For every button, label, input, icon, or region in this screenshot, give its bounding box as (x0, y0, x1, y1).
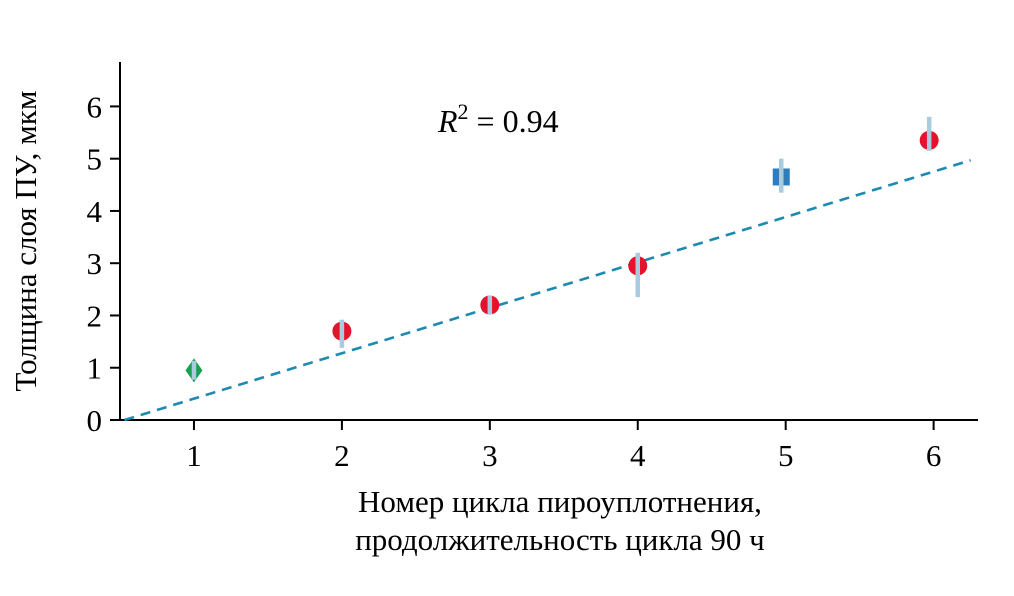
y-axis-label: Толщина слоя ПУ, мкм (8, 91, 43, 392)
y-tick-label: 6 (87, 89, 103, 124)
x-tick-label: 2 (334, 438, 350, 473)
r-squared-value: = 0.94 (469, 103, 559, 139)
y-tick-label: 0 (87, 403, 103, 438)
chart-plot-area: 0 1 2 3 4 5 6 1 2 3 4 5 6 (87, 62, 978, 473)
x-tick-label: 5 (778, 438, 794, 473)
x-tick-label: 3 (482, 438, 498, 473)
x-axis-label-line2: продолжительность цикла 90 ч (355, 522, 765, 557)
r-squared-annotation: R2 = 0.94 (437, 99, 559, 139)
y-tick-label: 1 (87, 351, 103, 386)
r-squared-exponent: 2 (458, 99, 469, 124)
x-tick-label: 4 (630, 438, 646, 473)
y-tick-label: 2 (87, 298, 103, 333)
x-tick-label: 1 (186, 438, 202, 473)
x-tick-label: 6 (926, 438, 942, 473)
y-tick-label: 3 (87, 246, 103, 281)
y-tick-label: 4 (87, 194, 103, 229)
x-axis-label-line1: Номер цикла пироуплотнения, (358, 484, 762, 519)
trendline (124, 159, 971, 422)
y-tick-label: 5 (87, 142, 103, 177)
r-squared-symbol: R (437, 103, 458, 139)
